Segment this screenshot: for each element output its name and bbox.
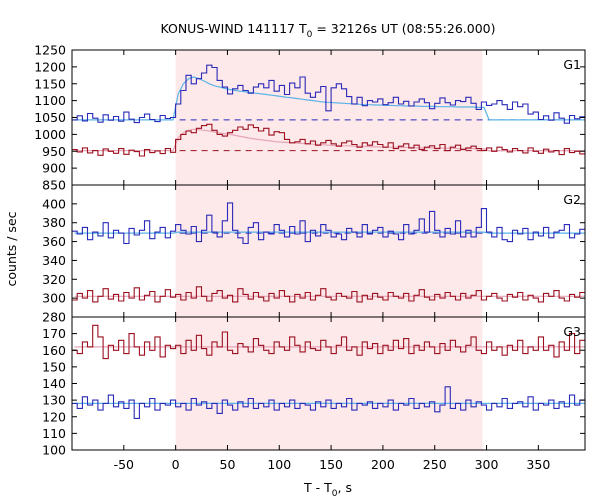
x-tick-label-350: 350 <box>526 457 550 472</box>
x-axis-label: T - T0, s <box>303 480 352 499</box>
y-tick-label-g1-1000: 1000 <box>34 127 66 142</box>
y-tick-label-g3-100: 100 <box>42 443 66 458</box>
y-tick-label-g3-170: 170 <box>42 326 66 341</box>
y-tick-label-g2-300: 300 <box>42 291 66 306</box>
y-tick-label-g1-850: 850 <box>42 178 66 193</box>
x-tick-label-50: 50 <box>220 457 236 472</box>
x-tick-label-150: 150 <box>319 457 343 472</box>
y-tick-label-g1-1050: 1050 <box>34 110 66 125</box>
panel-label-g3: G3 <box>563 324 581 339</box>
y-tick-label-g2-400: 400 <box>42 196 66 211</box>
x-axis-label-main: T - T <box>303 480 332 495</box>
series-line-g1-red <box>72 123 585 157</box>
shaded-interval-g2 <box>175 185 483 317</box>
panels-group: 850900950100010501100115012001250G128030… <box>34 43 586 472</box>
chart-title: KONUS-WIND 141117 T0 = 32126s UT (08:55:… <box>160 21 495 40</box>
y-tick-label-g3-160: 160 <box>42 343 66 358</box>
y-tick-label-g1-1150: 1150 <box>34 76 66 91</box>
shaded-interval-g1 <box>175 50 483 185</box>
x-axis-label-rest: , s <box>338 480 352 495</box>
y-tick-label-g3-150: 150 <box>42 359 66 374</box>
series-line-g1-blue <box>72 64 585 124</box>
chart-title-rest: = 32126s UT (08:55:26.000) <box>312 21 495 36</box>
series-line-g3-blue <box>72 386 585 419</box>
y-tick-label-g3-130: 130 <box>42 393 66 408</box>
y-tick-label-g1-1250: 1250 <box>34 43 66 58</box>
y-tick-label-g3-110: 110 <box>42 426 66 441</box>
series-line-g3-red <box>72 324 585 360</box>
y-tick-label-g2-280: 280 <box>42 310 66 325</box>
x-tick-label-300: 300 <box>475 457 499 472</box>
x-tick-label--50: -50 <box>114 457 134 472</box>
series-line-g2-red <box>72 286 585 303</box>
panel-label-g1: G1 <box>563 57 581 72</box>
y-tick-label-g2-360: 360 <box>42 234 66 249</box>
y-tick-label-g3-120: 120 <box>42 409 66 424</box>
y-tick-label-g3-140: 140 <box>42 376 66 391</box>
y-tick-label-g2-340: 340 <box>42 253 66 268</box>
x-tick-label-100: 100 <box>267 457 291 472</box>
x-tick-label-200: 200 <box>371 457 395 472</box>
y-tick-label-g1-1100: 1100 <box>34 93 66 108</box>
series-line-g2-blue <box>72 202 585 245</box>
panel-g2: 280 300 320 340 360 380 400 G2 <box>42 184 586 325</box>
y-tick-label-g1-1200: 1200 <box>34 59 66 74</box>
y-tick-label-g2-380: 380 <box>42 215 66 230</box>
y-tick-label-g1-900: 900 <box>42 161 66 176</box>
shaded-interval-g3 <box>175 317 483 450</box>
chart-title-main: KONUS-WIND 141117 T <box>160 21 306 36</box>
panel-label-g2: G2 <box>563 192 581 207</box>
y-tick-label-g2-320: 320 <box>42 272 66 287</box>
x-tick-label-250: 250 <box>423 457 447 472</box>
x-axis-label-subscript: 0 <box>332 489 338 499</box>
y-axis-label: counts / sec <box>4 211 19 286</box>
y-tick-label-g1-950: 950 <box>42 144 66 159</box>
chart-title-subscript: 0 <box>307 30 313 40</box>
x-tick-label-0: 0 <box>172 457 180 472</box>
